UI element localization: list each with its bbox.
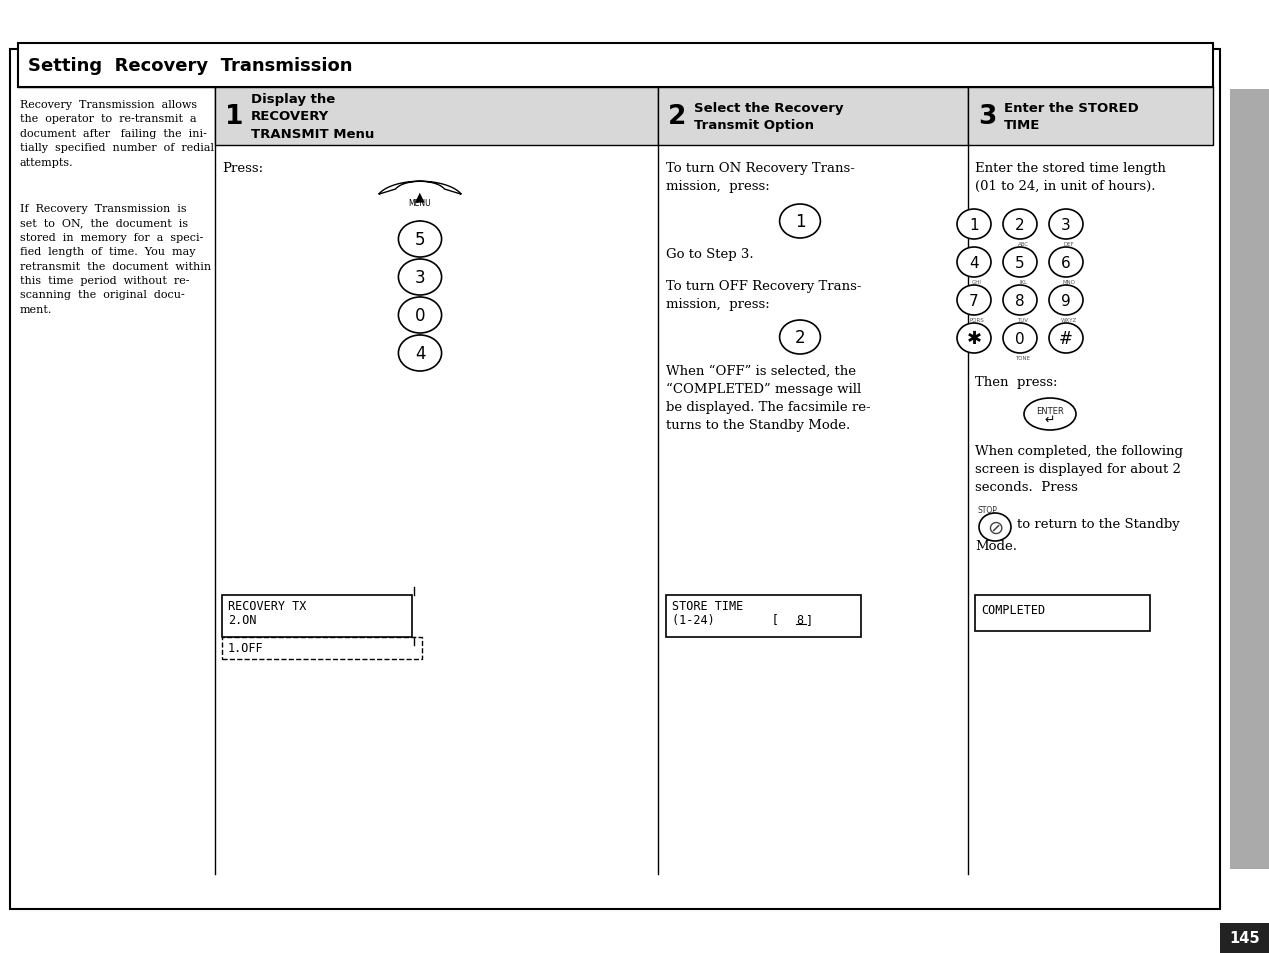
Text: GHI: GHI bbox=[972, 280, 982, 285]
Text: ]: ] bbox=[806, 614, 813, 626]
Text: 5: 5 bbox=[1015, 255, 1025, 271]
Text: 9: 9 bbox=[1061, 294, 1071, 308]
Ellipse shape bbox=[1049, 210, 1082, 240]
Text: 145: 145 bbox=[1230, 930, 1260, 945]
Text: MNO: MNO bbox=[1062, 280, 1076, 285]
Text: 3: 3 bbox=[1061, 217, 1071, 233]
Bar bbox=[214, 88, 659, 146]
Text: Enter the STORED
TIME: Enter the STORED TIME bbox=[1004, 102, 1138, 132]
Text: Then  press:: Then press: bbox=[975, 375, 1057, 389]
Text: to return to the Standby: to return to the Standby bbox=[1016, 517, 1180, 531]
Ellipse shape bbox=[978, 514, 1011, 541]
Ellipse shape bbox=[1003, 248, 1037, 277]
Ellipse shape bbox=[957, 286, 991, 315]
Text: Mode.: Mode. bbox=[975, 539, 1016, 553]
Text: STORE TIME: STORE TIME bbox=[673, 599, 744, 613]
Text: Recovery  Transmission  allows
the  operator  to  re-transmit  a
document  after: Recovery Transmission allows the operato… bbox=[20, 100, 214, 168]
Text: Press:: Press: bbox=[222, 162, 263, 174]
Text: 2: 2 bbox=[794, 329, 806, 347]
Text: ▲: ▲ bbox=[415, 191, 425, 203]
Ellipse shape bbox=[1049, 248, 1082, 277]
Text: 1: 1 bbox=[794, 213, 806, 231]
Text: 2: 2 bbox=[667, 104, 687, 130]
Bar bbox=[1230, 90, 1269, 869]
Text: #: # bbox=[1060, 330, 1072, 348]
Text: 1.OFF: 1.OFF bbox=[228, 641, 264, 655]
Text: COMPLETED: COMPLETED bbox=[981, 603, 1046, 617]
Text: DEF: DEF bbox=[1063, 242, 1075, 247]
Text: Go to Step 3.: Go to Step 3. bbox=[666, 248, 754, 261]
Bar bbox=[659, 88, 968, 146]
Ellipse shape bbox=[779, 320, 820, 355]
Bar bbox=[1220, 923, 1269, 953]
Text: 8: 8 bbox=[796, 614, 803, 626]
Text: JKL: JKL bbox=[1019, 280, 1027, 285]
Text: 7: 7 bbox=[970, 294, 978, 308]
Text: Setting  Recovery  Transmission: Setting Recovery Transmission bbox=[28, 57, 353, 75]
Ellipse shape bbox=[398, 335, 442, 372]
Text: TUV: TUV bbox=[1018, 317, 1028, 323]
Text: 0: 0 bbox=[1015, 331, 1025, 346]
Text: +: + bbox=[414, 255, 426, 271]
Text: ✱: ✱ bbox=[967, 330, 981, 348]
Ellipse shape bbox=[957, 210, 991, 240]
Text: Display the
RECOVERY
TRANSMIT Menu: Display the RECOVERY TRANSMIT Menu bbox=[251, 92, 374, 141]
Text: Enter the stored time length
(01 to 24, in unit of hours).: Enter the stored time length (01 to 24, … bbox=[975, 162, 1166, 193]
Text: ABC: ABC bbox=[1018, 242, 1028, 247]
Text: ⊘: ⊘ bbox=[987, 518, 1004, 537]
Text: If  Recovery  Transmission  is
set  to  ON,  the  document  is
stored  in  memor: If Recovery Transmission is set to ON, t… bbox=[20, 204, 211, 314]
Text: To turn ON Recovery Trans-
mission,  press:: To turn ON Recovery Trans- mission, pres… bbox=[666, 162, 855, 193]
Text: +: + bbox=[414, 217, 426, 233]
Text: To turn OFF Recovery Trans-
mission,  press:: To turn OFF Recovery Trans- mission, pre… bbox=[666, 280, 862, 311]
Ellipse shape bbox=[1049, 324, 1082, 354]
Bar bbox=[222, 638, 423, 659]
Ellipse shape bbox=[957, 324, 991, 354]
Ellipse shape bbox=[1003, 210, 1037, 240]
Ellipse shape bbox=[779, 205, 820, 239]
Text: PQRS: PQRS bbox=[970, 317, 985, 323]
Text: 4: 4 bbox=[415, 345, 425, 363]
Ellipse shape bbox=[1003, 324, 1037, 354]
Text: 2: 2 bbox=[1015, 217, 1025, 233]
Ellipse shape bbox=[398, 222, 442, 257]
Text: ENTER: ENTER bbox=[1036, 406, 1063, 416]
Text: When completed, the following
screen is displayed for about 2
seconds.  Press: When completed, the following screen is … bbox=[975, 444, 1183, 494]
Text: 5: 5 bbox=[415, 231, 425, 249]
Text: 3: 3 bbox=[415, 269, 425, 287]
Ellipse shape bbox=[398, 297, 442, 334]
Ellipse shape bbox=[398, 260, 442, 295]
Text: 4: 4 bbox=[970, 255, 978, 271]
Text: 0: 0 bbox=[415, 307, 425, 325]
Ellipse shape bbox=[1024, 398, 1076, 431]
Ellipse shape bbox=[957, 248, 991, 277]
Text: 2.ON: 2.ON bbox=[228, 614, 256, 626]
Text: When “OFF” is selected, the
“COMPLETED” message will
be displayed. The facsimile: When “OFF” is selected, the “COMPLETED” … bbox=[666, 365, 871, 432]
Text: +: + bbox=[414, 331, 426, 346]
Bar bbox=[968, 88, 1213, 146]
Polygon shape bbox=[378, 182, 462, 195]
Bar bbox=[222, 596, 412, 638]
Text: STOP: STOP bbox=[977, 505, 997, 515]
Text: RECOVERY TX: RECOVERY TX bbox=[228, 599, 306, 613]
Ellipse shape bbox=[1049, 286, 1082, 315]
Text: 3: 3 bbox=[978, 104, 996, 130]
Bar bbox=[18, 44, 1213, 88]
Ellipse shape bbox=[1003, 286, 1037, 315]
Text: 1: 1 bbox=[970, 217, 978, 233]
Text: 1: 1 bbox=[225, 104, 244, 130]
Text: 8: 8 bbox=[1015, 294, 1025, 308]
Bar bbox=[666, 596, 860, 638]
Text: +: + bbox=[414, 294, 426, 308]
Text: ↵: ↵ bbox=[1044, 413, 1056, 426]
Text: (1-24)        [: (1-24) [ bbox=[673, 614, 779, 626]
Text: MENU: MENU bbox=[409, 199, 431, 209]
Text: TONE: TONE bbox=[1015, 355, 1030, 360]
Bar bbox=[975, 596, 1150, 631]
Text: WXYZ: WXYZ bbox=[1061, 317, 1077, 323]
Text: Select the Recovery
Transmit Option: Select the Recovery Transmit Option bbox=[694, 102, 844, 132]
Text: 6: 6 bbox=[1061, 255, 1071, 271]
